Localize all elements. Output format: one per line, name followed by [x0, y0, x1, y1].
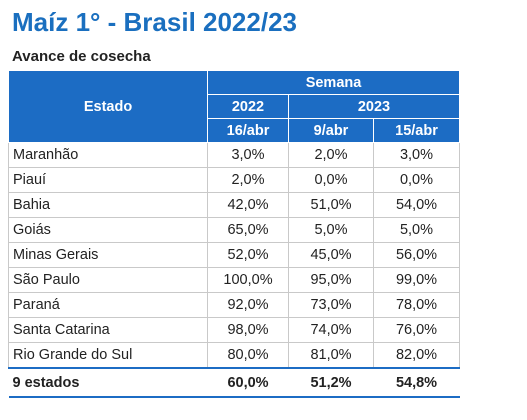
- value-cell: 78,0%: [373, 292, 460, 318]
- value-cell: 45,0%: [288, 242, 374, 268]
- value-cell: 65,0%: [207, 217, 289, 243]
- value-cell: 82,0%: [373, 342, 460, 369]
- table-row: Goiás 65,0% 5,0% 5,0%: [8, 217, 460, 243]
- table-row: Rio Grande do Sul 80,0% 81,0% 82,0%: [8, 342, 460, 369]
- estado-cell: Minas Gerais: [8, 242, 208, 268]
- value-cell: 98,0%: [207, 317, 289, 343]
- table-row: Piauí 2,0% 0,0% 0,0%: [8, 167, 460, 193]
- estado-cell: Bahia: [8, 192, 208, 218]
- value-cell: 56,0%: [373, 242, 460, 268]
- value-cell: 74,0%: [288, 317, 374, 343]
- table-row: Minas Gerais 52,0% 45,0% 56,0%: [8, 242, 460, 268]
- table-row: Santa Catarina 98,0% 74,0% 76,0%: [8, 317, 460, 343]
- value-cell: 95,0%: [288, 267, 374, 293]
- value-cell: 52,0%: [207, 242, 289, 268]
- value-cell: 0,0%: [373, 167, 460, 193]
- value-cell: 54,0%: [373, 192, 460, 218]
- date-header: 16/abr: [207, 118, 289, 143]
- estado-cell: Piauí: [8, 167, 208, 193]
- value-cell: 0,0%: [288, 167, 374, 193]
- table-row: Bahia 42,0% 51,0% 54,0%: [8, 192, 460, 218]
- value-cell: 51,0%: [288, 192, 374, 218]
- total-value: 54,8%: [373, 367, 460, 398]
- total-value: 60,0%: [207, 367, 289, 398]
- value-cell: 99,0%: [373, 267, 460, 293]
- date-header: 9/abr: [288, 118, 374, 143]
- estado-cell: Santa Catarina: [8, 317, 208, 343]
- value-cell: 2,0%: [207, 167, 289, 193]
- date-header: 15/abr: [373, 118, 460, 143]
- value-cell: 80,0%: [207, 342, 289, 369]
- value-cell: 42,0%: [207, 192, 289, 218]
- page-subtitle: Avance de cosecha: [12, 48, 151, 65]
- total-value: 51,2%: [288, 367, 374, 398]
- estado-cell: Paraná: [8, 292, 208, 318]
- value-cell: 76,0%: [373, 317, 460, 343]
- estado-cell: Maranhão: [8, 142, 208, 168]
- page-title: Maíz 1° - Brasil 2022/23: [12, 7, 297, 37]
- table-header: Estado Semana 2022 2023 16/abr 9/abr 15/…: [8, 70, 460, 143]
- estado-cell: Goiás: [8, 217, 208, 243]
- value-cell: 5,0%: [288, 217, 374, 243]
- year-2022-header: 2022: [207, 94, 289, 119]
- value-cell: 81,0%: [288, 342, 374, 369]
- year-2023-header: 2023: [288, 94, 460, 119]
- value-cell: 92,0%: [207, 292, 289, 318]
- value-cell: 3,0%: [373, 142, 460, 168]
- estado-cell: Rio Grande do Sul: [8, 342, 208, 369]
- table-row: Maranhão 3,0% 2,0% 3,0%: [8, 142, 460, 168]
- total-label: 9 estados: [8, 367, 208, 398]
- table-row: Paraná 92,0% 73,0% 78,0%: [8, 292, 460, 318]
- harvest-progress-table: Estado Semana 2022 2023 16/abr 9/abr 15/…: [8, 70, 460, 398]
- semana-header: Semana: [207, 70, 460, 95]
- value-cell: 100,0%: [207, 267, 289, 293]
- value-cell: 5,0%: [373, 217, 460, 243]
- table-body: Maranhão 3,0% 2,0% 3,0% Piauí 2,0% 0,0% 0,0% Bah…: [8, 142, 460, 398]
- total-row: 9 estados 60,0% 51,2% 54,8%: [8, 367, 460, 398]
- table-row: São Paulo 100,0% 95,0% 99,0%: [8, 267, 460, 293]
- value-cell: 2,0%: [288, 142, 374, 168]
- estado-column-header: Estado: [8, 70, 208, 143]
- value-cell: 73,0%: [288, 292, 374, 318]
- estado-cell: São Paulo: [8, 267, 208, 293]
- value-cell: 3,0%: [207, 142, 289, 168]
